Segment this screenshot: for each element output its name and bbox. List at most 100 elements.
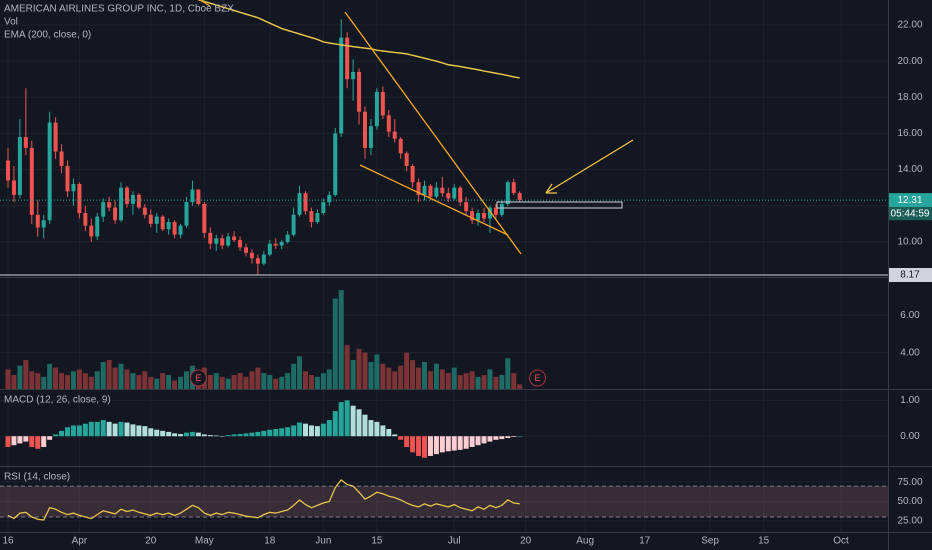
volume-bar (249, 371, 255, 389)
ema-legend: EMA (200, close, 0) (4, 30, 91, 41)
macd-bar (422, 436, 427, 458)
candle-body (142, 207, 147, 215)
y-tick-label: 20.00 (897, 56, 922, 67)
macd-bar (374, 421, 380, 437)
candle-body (255, 258, 260, 264)
candle-body (315, 212, 320, 223)
macd-bar (76, 425, 82, 437)
last-price-box (889, 193, 932, 208)
rsi-band (0, 486, 888, 517)
volume-bar (94, 371, 100, 389)
y-tick-label: 16.00 (897, 128, 922, 139)
candle-body (511, 182, 516, 194)
volume-bar (17, 365, 23, 389)
volume-bar (439, 369, 445, 389)
macd-bar (332, 411, 338, 437)
candle-body (273, 243, 278, 246)
volume-bar (499, 375, 505, 389)
candle-body (202, 203, 207, 233)
candle-body (386, 115, 391, 132)
macd-bar (439, 436, 445, 453)
macd-bar (47, 436, 53, 440)
volume-bar (184, 371, 189, 389)
candle-body (499, 203, 504, 215)
candle-body (470, 211, 475, 221)
macd-bar (410, 436, 416, 453)
macd-bar (100, 420, 106, 437)
macd-bar (130, 424, 136, 437)
candle-body (517, 193, 522, 201)
volume-bar (362, 352, 368, 389)
candle-body (208, 232, 213, 244)
volume-bar (112, 367, 118, 389)
macd-bar (184, 432, 189, 437)
macd-bar (142, 426, 148, 437)
candle-body (297, 193, 302, 215)
macd-bar (451, 436, 457, 451)
macd-bar (392, 434, 398, 437)
volume-bar (451, 367, 457, 389)
candle-body (178, 225, 183, 235)
candle-body (487, 207, 492, 219)
volume-bar (154, 378, 160, 389)
hline-box (889, 268, 932, 283)
macd-bar (231, 434, 237, 437)
candle-body (89, 225, 94, 237)
macd-legend: MACD (12, 26, close, 9) (4, 395, 111, 406)
macd-bar (166, 431, 172, 437)
candle-body (380, 91, 385, 116)
x-tick-label: Apr (72, 536, 88, 547)
macd-bar (88, 421, 94, 437)
candle-body (505, 182, 510, 204)
arrow (545, 139, 634, 194)
rsi-pane (0, 478, 888, 521)
macd-bar (189, 431, 195, 437)
volume-bar (124, 369, 130, 389)
candle-body (392, 131, 397, 139)
candle-body (339, 37, 344, 134)
candle-body (196, 189, 201, 204)
volume-bar (493, 376, 499, 389)
hline-label: 8.17 (900, 270, 920, 281)
symbol-title: AMERICAN AIRLINES GROUP INC, 1D, Cboe BZ… (4, 4, 234, 15)
volume-bar (314, 376, 320, 389)
candle-body (303, 193, 308, 212)
macd-bar (291, 425, 297, 437)
candle-body (357, 71, 362, 112)
candle-body (321, 202, 326, 213)
volume-bar (106, 360, 112, 389)
candle-body (493, 207, 498, 215)
candle-body (160, 216, 165, 230)
volume-bar (291, 363, 297, 389)
macd-bar (487, 436, 493, 442)
grid (0, 0, 888, 532)
macd-bar (356, 409, 362, 437)
macd-bar (154, 429, 160, 437)
candle-body (482, 212, 486, 219)
volume-bar (82, 373, 88, 389)
macd-bar (17, 436, 23, 444)
y-tick-label: 0.00 (900, 431, 920, 442)
earnings-marker (189, 369, 207, 387)
macd-bar (136, 425, 142, 437)
macd-bar (320, 423, 326, 437)
candle-body (249, 252, 254, 259)
volume-bar (23, 360, 29, 389)
rectangle-drawing (496, 201, 623, 209)
candle-body (130, 194, 135, 204)
trend-line (199, 0, 211, 7)
y-tick-label: 1.00 (900, 395, 920, 406)
macd-bar (338, 402, 344, 437)
macd-bar (243, 433, 249, 437)
y-tick-label: 75.00 (897, 477, 922, 488)
macd-bar (481, 436, 487, 444)
macd-bar (82, 423, 88, 437)
last-price-label: 12.31 (897, 195, 922, 206)
macd-bar (41, 436, 47, 447)
macd-bar (172, 433, 178, 437)
macd-bar (511, 436, 517, 437)
volume-legend: Vol (4, 17, 18, 28)
candle-body (53, 122, 58, 152)
candle-body (184, 202, 189, 226)
x-tick-label: Oct (833, 536, 849, 547)
